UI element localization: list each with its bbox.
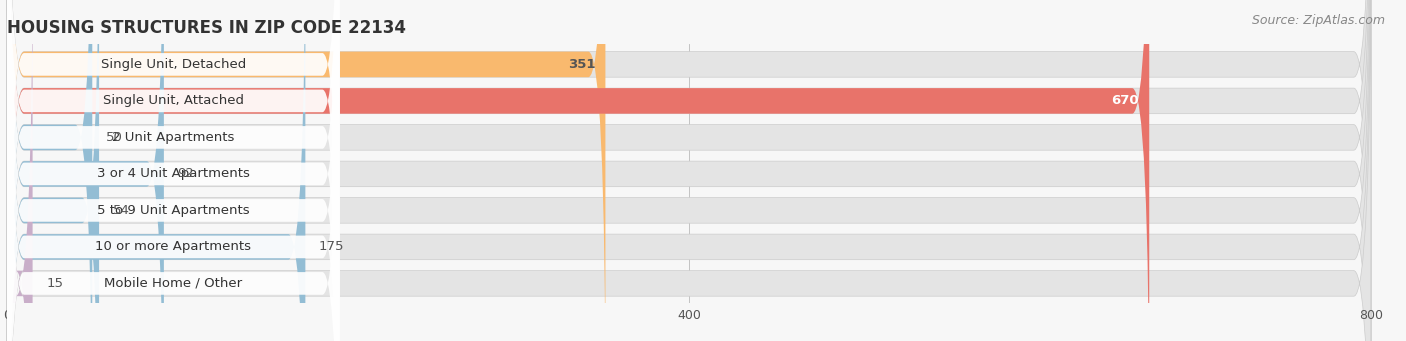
FancyBboxPatch shape [7, 0, 1371, 341]
Text: 175: 175 [319, 240, 344, 253]
FancyBboxPatch shape [7, 0, 339, 341]
FancyBboxPatch shape [7, 0, 339, 341]
FancyBboxPatch shape [7, 0, 305, 341]
FancyBboxPatch shape [7, 0, 606, 341]
Text: 5 to 9 Unit Apartments: 5 to 9 Unit Apartments [97, 204, 249, 217]
FancyBboxPatch shape [7, 0, 1149, 341]
Text: 670: 670 [1111, 94, 1139, 107]
FancyBboxPatch shape [7, 0, 339, 341]
Text: 92: 92 [177, 167, 194, 180]
FancyBboxPatch shape [7, 0, 339, 341]
FancyBboxPatch shape [7, 0, 1371, 341]
Text: 10 or more Apartments: 10 or more Apartments [96, 240, 252, 253]
FancyBboxPatch shape [7, 0, 1371, 341]
FancyBboxPatch shape [7, 0, 93, 341]
Text: 351: 351 [568, 58, 595, 71]
Text: 15: 15 [46, 277, 63, 290]
FancyBboxPatch shape [7, 0, 339, 341]
FancyBboxPatch shape [7, 0, 165, 341]
FancyBboxPatch shape [7, 0, 32, 341]
FancyBboxPatch shape [7, 0, 1371, 341]
Text: 54: 54 [112, 204, 129, 217]
FancyBboxPatch shape [7, 0, 1371, 341]
Text: Mobile Home / Other: Mobile Home / Other [104, 277, 242, 290]
Text: HOUSING STRUCTURES IN ZIP CODE 22134: HOUSING STRUCTURES IN ZIP CODE 22134 [7, 19, 406, 37]
FancyBboxPatch shape [7, 0, 1371, 341]
Text: 2 Unit Apartments: 2 Unit Apartments [112, 131, 235, 144]
Text: 3 or 4 Unit Apartments: 3 or 4 Unit Apartments [97, 167, 250, 180]
Text: Single Unit, Attached: Single Unit, Attached [103, 94, 243, 107]
Text: Source: ZipAtlas.com: Source: ZipAtlas.com [1251, 14, 1385, 27]
FancyBboxPatch shape [7, 0, 339, 341]
FancyBboxPatch shape [7, 0, 98, 341]
Text: Single Unit, Detached: Single Unit, Detached [101, 58, 246, 71]
FancyBboxPatch shape [7, 0, 1371, 341]
Text: 50: 50 [105, 131, 122, 144]
FancyBboxPatch shape [7, 0, 339, 341]
